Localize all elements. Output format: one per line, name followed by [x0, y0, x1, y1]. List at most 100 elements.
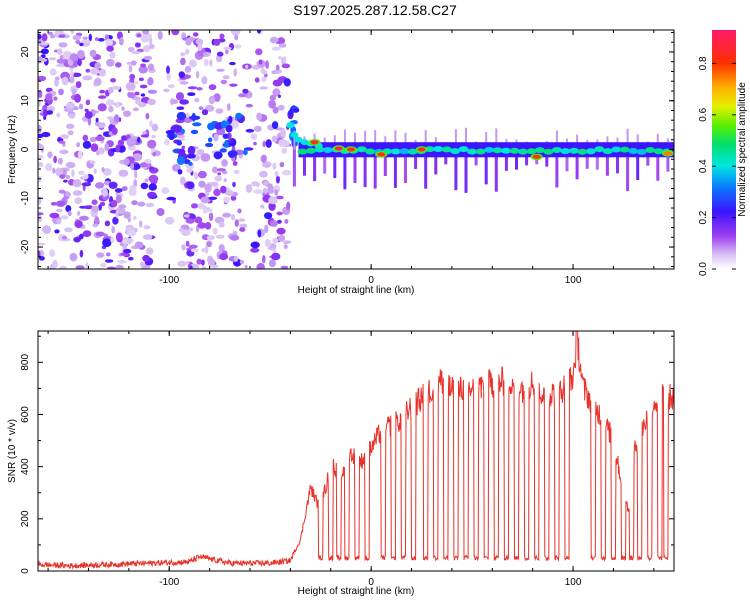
- noise-blob: [234, 34, 239, 41]
- noise-blob: [79, 215, 89, 221]
- noise-blob: [115, 264, 124, 269]
- noise-blob: [135, 81, 139, 85]
- noise-blob: [126, 230, 137, 237]
- noise-blob: [41, 33, 48, 42]
- noise-blob: [176, 106, 185, 110]
- noise-blob: [59, 149, 69, 155]
- line-cell: [619, 146, 630, 153]
- noise-blob: [278, 139, 288, 147]
- noise-blob: [91, 205, 100, 213]
- noise-blob: [119, 37, 124, 46]
- noise-blob: [82, 36, 88, 40]
- line-cell: [585, 148, 596, 155]
- noise-blob: [239, 259, 244, 265]
- noise-blob: [278, 56, 282, 60]
- noise-blob: [161, 187, 170, 195]
- noise-blob: [223, 196, 231, 204]
- noise-blob: [143, 225, 151, 230]
- noise-blob: [102, 168, 112, 176]
- noise-blob: [46, 110, 53, 115]
- noise-blob: [264, 238, 271, 248]
- noise-blob: [271, 70, 276, 75]
- leakage-streak: [636, 147, 640, 180]
- noise-blob: [38, 133, 44, 139]
- noise-blob: [128, 188, 137, 196]
- noise-blob: [143, 44, 151, 53]
- noise-blob: [49, 34, 56, 39]
- noise-blob: [208, 212, 214, 221]
- cluster-blob: [225, 124, 233, 133]
- noise-blob: [132, 107, 139, 112]
- cluster-blob: [214, 122, 223, 130]
- noise-blob: [230, 195, 237, 201]
- cluster-blob: [189, 115, 201, 121]
- noise-blob: [132, 153, 143, 162]
- noise-blob: [94, 62, 101, 70]
- noise-blob: [279, 161, 285, 168]
- noise-blob: [95, 117, 99, 123]
- line-cell: [645, 147, 656, 153]
- peak-point: [377, 152, 386, 157]
- noise-blob: [233, 68, 237, 77]
- noise-blob: [277, 104, 285, 111]
- leakage-streak: [464, 147, 468, 193]
- noise-blob: [94, 216, 100, 225]
- line-cell: [450, 148, 461, 155]
- noise-blob: [108, 105, 114, 113]
- snr-x-label: Height of straight line (km): [298, 586, 415, 597]
- noise-blob: [203, 59, 209, 67]
- leakage-streak: [585, 147, 589, 169]
- noise-blob: [139, 84, 148, 89]
- noise-blob: [239, 223, 248, 229]
- noise-blob: [112, 85, 119, 90]
- noise-blob: [216, 168, 226, 172]
- noise-blob: [166, 196, 177, 201]
- noise-blob: [101, 188, 108, 197]
- noise-blob: [41, 131, 51, 138]
- peak-point: [663, 151, 672, 156]
- noise-blob: [145, 112, 150, 120]
- noise-blob: [239, 227, 246, 232]
- snr-series-line: [38, 331, 674, 570]
- cluster-blob: [180, 128, 185, 134]
- noise-blob: [179, 176, 186, 186]
- noise-blob: [89, 49, 97, 58]
- noise-blob: [67, 130, 74, 136]
- noise-blob: [175, 134, 186, 138]
- noise-blob: [79, 249, 84, 258]
- noise-blob: [82, 230, 92, 238]
- noise-blob: [268, 196, 278, 205]
- noise-blob: [52, 167, 56, 174]
- noise-blob: [200, 196, 211, 204]
- colorbar-tick-label: 0.6: [698, 107, 709, 121]
- noise-blob: [55, 200, 66, 207]
- noise-blob: [140, 63, 147, 68]
- noise-blob: [257, 30, 261, 34]
- noise-blob: [221, 159, 228, 167]
- noise-blob: [84, 205, 93, 210]
- leakage-streak: [424, 147, 428, 189]
- cluster-blob: [177, 148, 186, 155]
- noise-blob: [216, 51, 224, 57]
- noise-blob: [137, 136, 141, 143]
- noise-blob: [97, 38, 105, 42]
- noise-blob: [79, 233, 84, 240]
- line-cell: [551, 147, 562, 153]
- noise-blob: [48, 57, 57, 61]
- noise-blob: [56, 48, 63, 55]
- noise-blob: [143, 55, 153, 61]
- y-tick-label: -20: [20, 239, 31, 254]
- noise-blob: [206, 241, 212, 248]
- noise-blob: [238, 93, 247, 98]
- noise-blob: [254, 77, 260, 83]
- noise-blob: [148, 174, 159, 183]
- heatmap-x-label: Height of straight line (km): [298, 285, 415, 296]
- noise-blob: [139, 162, 148, 168]
- noise-blob: [169, 99, 179, 105]
- noise-blob: [134, 241, 144, 249]
- noise-blob: [178, 71, 185, 79]
- noise-blob: [136, 33, 142, 38]
- colorbar-axes: 0.0 0.2 0.4 0.6 0.8 Normalized spectral ampli…: [698, 56, 748, 276]
- noise-blob: [56, 218, 62, 225]
- noise-blob: [264, 224, 269, 234]
